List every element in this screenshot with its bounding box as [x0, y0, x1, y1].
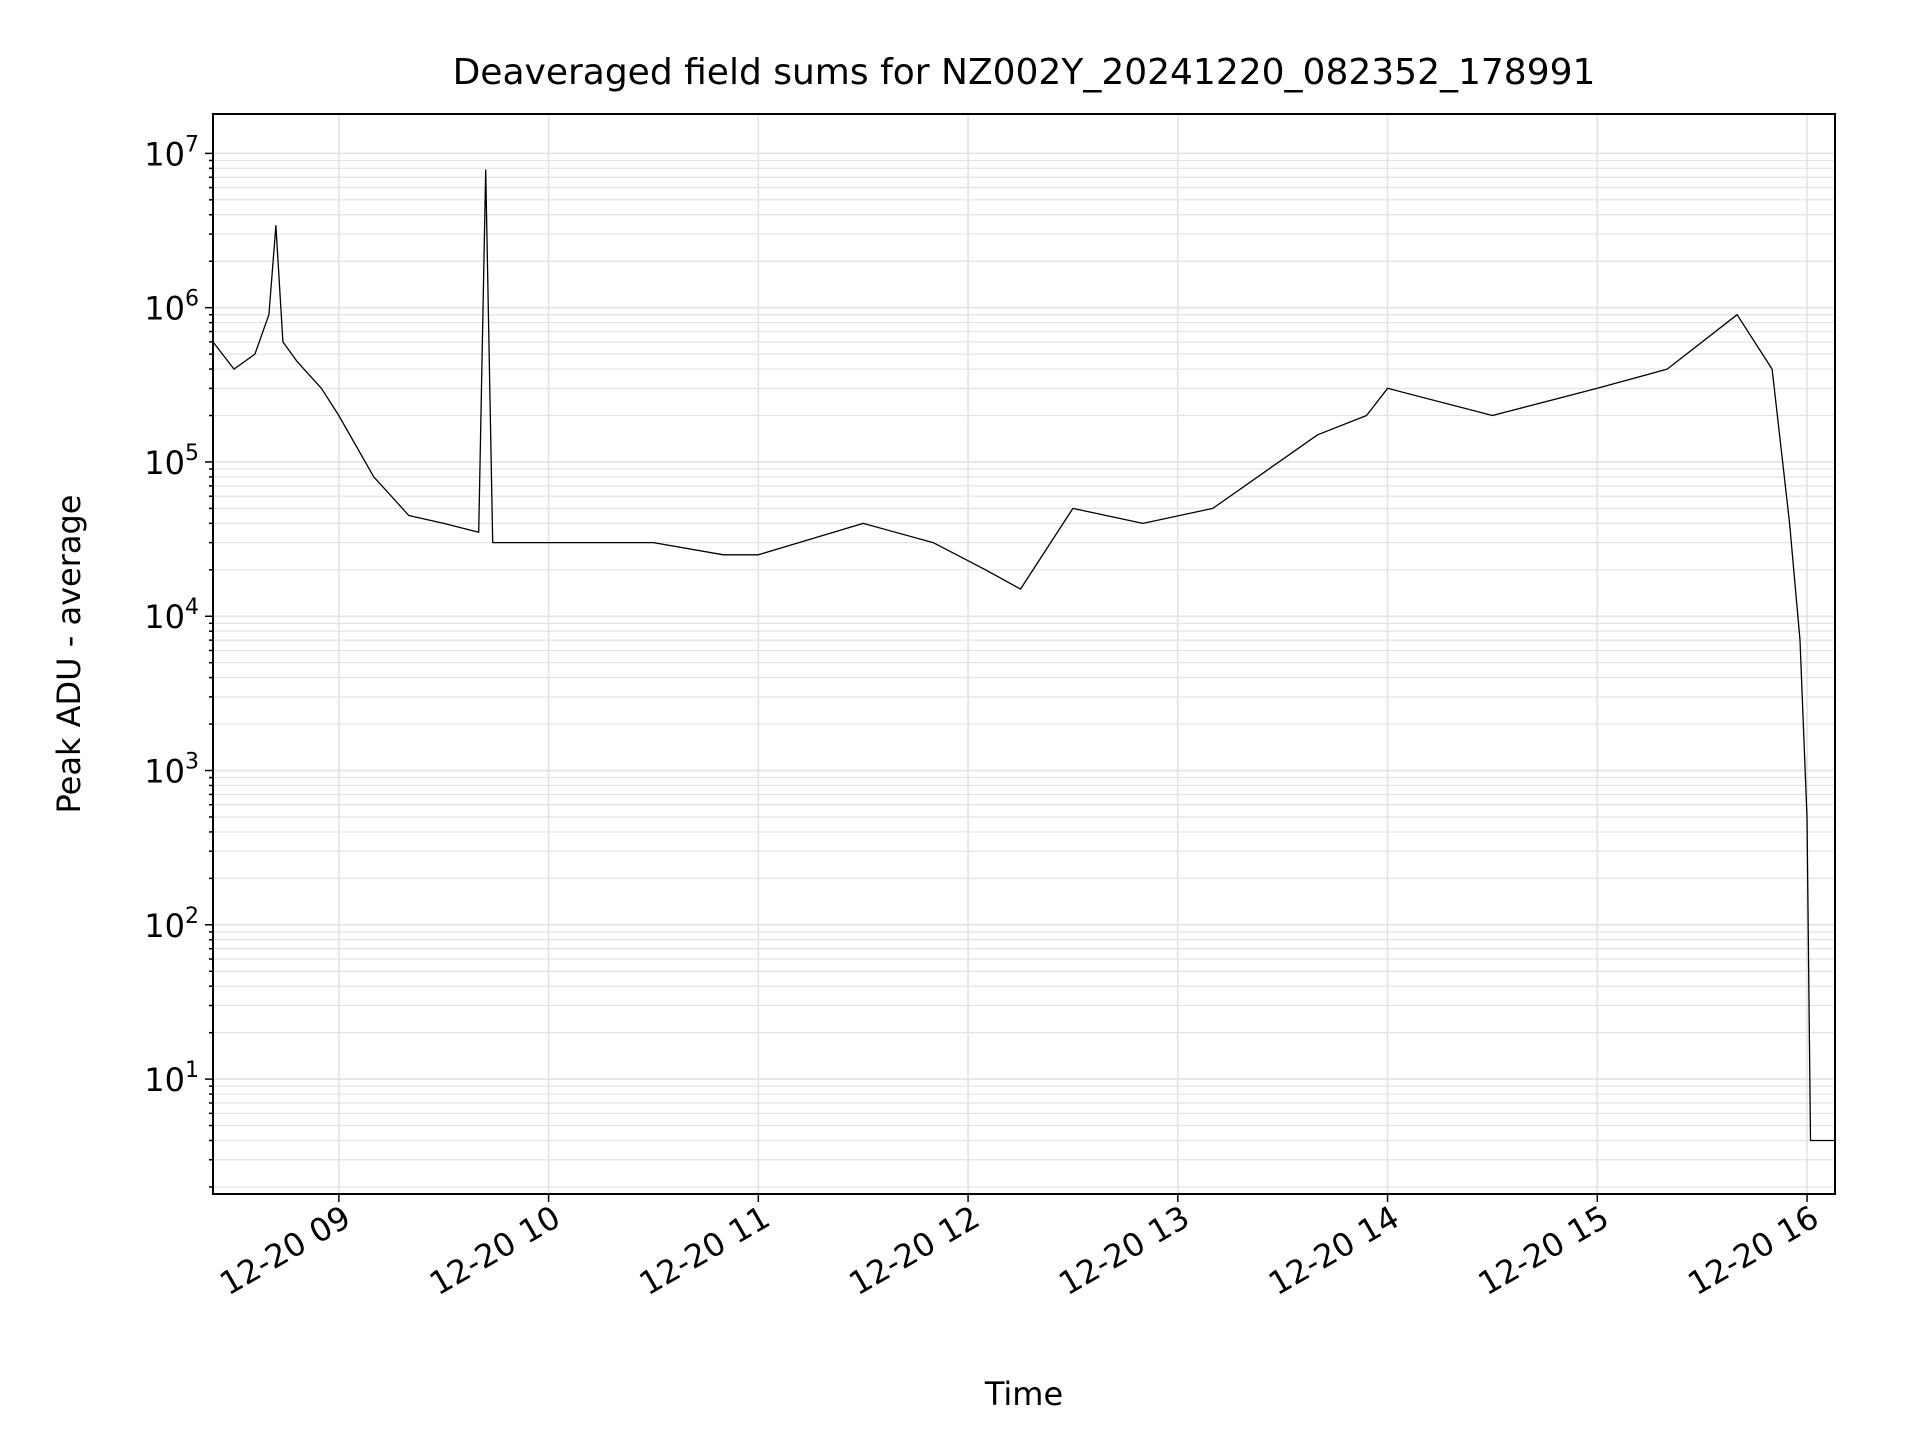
chart-title: Deaveraged field sums for NZ002Y_2024122… — [453, 52, 1596, 93]
series-line — [212, 169, 1835, 1142]
y-tick-label: 104 — [144, 595, 199, 636]
x-tick-label: 12-20 16 — [1681, 1198, 1825, 1303]
x-tick-label: 12-20 12 — [842, 1198, 986, 1303]
y-tick-label: 105 — [144, 441, 199, 482]
x-tick-label: 12-20 10 — [423, 1198, 567, 1303]
y-tick-label: 101 — [144, 1058, 199, 1099]
grid-lines — [213, 114, 1835, 1194]
x-tick-label: 12-20 15 — [1472, 1198, 1616, 1303]
x-tick-label: 12-20 14 — [1262, 1198, 1406, 1303]
y-tick-label: 106 — [144, 287, 199, 328]
x-tick-label: 12-20 09 — [213, 1198, 357, 1303]
y-tick-label: 107 — [144, 132, 199, 173]
x-tick-label: 12-20 13 — [1052, 1198, 1196, 1303]
x-axis-label: Time — [984, 1375, 1063, 1413]
x-tick-label: 12-20 11 — [633, 1198, 777, 1303]
y-tick-label: 102 — [144, 904, 199, 945]
plot-frame — [212, 113, 1836, 1195]
y-tick-label: 103 — [144, 750, 199, 791]
y-axis-label: Peak ADU - average — [50, 495, 88, 814]
